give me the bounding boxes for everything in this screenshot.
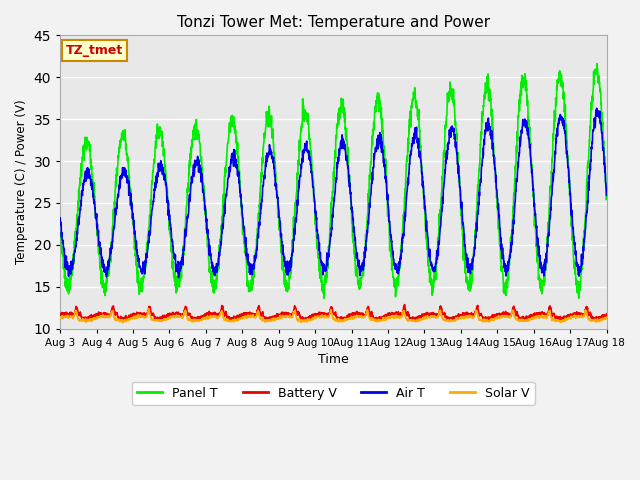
Line: Solar V: Solar V (60, 309, 607, 323)
Air T (555, 121, 563, 127)
Panel T (603, 196, 611, 202)
Panel T (362, 249, 369, 255)
Battery V (408, 318, 416, 324)
X-axis label: Time: Time (318, 353, 349, 366)
Air T (603, 192, 611, 198)
Panel T (593, 60, 601, 66)
Air T (209, 262, 217, 268)
Air T (362, 253, 369, 259)
Air T (570, 234, 577, 240)
Air T (56, 215, 64, 221)
Panel T (209, 284, 216, 290)
Panel T (555, 75, 563, 81)
Solar V (119, 320, 127, 325)
Battery V (493, 311, 500, 317)
Air T (593, 106, 600, 111)
Battery V (209, 311, 216, 316)
Battery V (349, 311, 357, 317)
Battery V (56, 312, 64, 317)
Panel T (349, 232, 357, 238)
Solar V (145, 306, 152, 312)
Solar V (56, 315, 64, 321)
Solar V (493, 315, 500, 321)
Line: Air T: Air T (60, 108, 607, 277)
Battery V (401, 302, 408, 308)
Solar V (209, 313, 217, 319)
Panel T (320, 296, 328, 301)
Battery V (603, 311, 611, 317)
Title: Tonzi Tower Met: Temperature and Power: Tonzi Tower Met: Temperature and Power (177, 15, 490, 30)
Line: Battery V: Battery V (60, 305, 607, 321)
Y-axis label: Temperature (C) / Power (V): Temperature (C) / Power (V) (15, 100, 28, 264)
Panel T (570, 258, 577, 264)
Air T (349, 216, 357, 221)
Solar V (349, 314, 357, 320)
Solar V (555, 317, 563, 323)
Panel T (56, 230, 64, 236)
Battery V (555, 314, 563, 320)
Solar V (570, 314, 578, 320)
Air T (175, 275, 182, 280)
Legend: Panel T, Battery V, Air T, Solar V: Panel T, Battery V, Air T, Solar V (132, 382, 535, 405)
Panel T (492, 185, 500, 191)
Line: Panel T: Panel T (60, 63, 607, 299)
Solar V (362, 312, 369, 318)
Battery V (570, 312, 578, 317)
Air T (492, 184, 500, 190)
Text: TZ_tmet: TZ_tmet (66, 44, 123, 57)
Solar V (603, 315, 611, 321)
Battery V (361, 312, 369, 318)
